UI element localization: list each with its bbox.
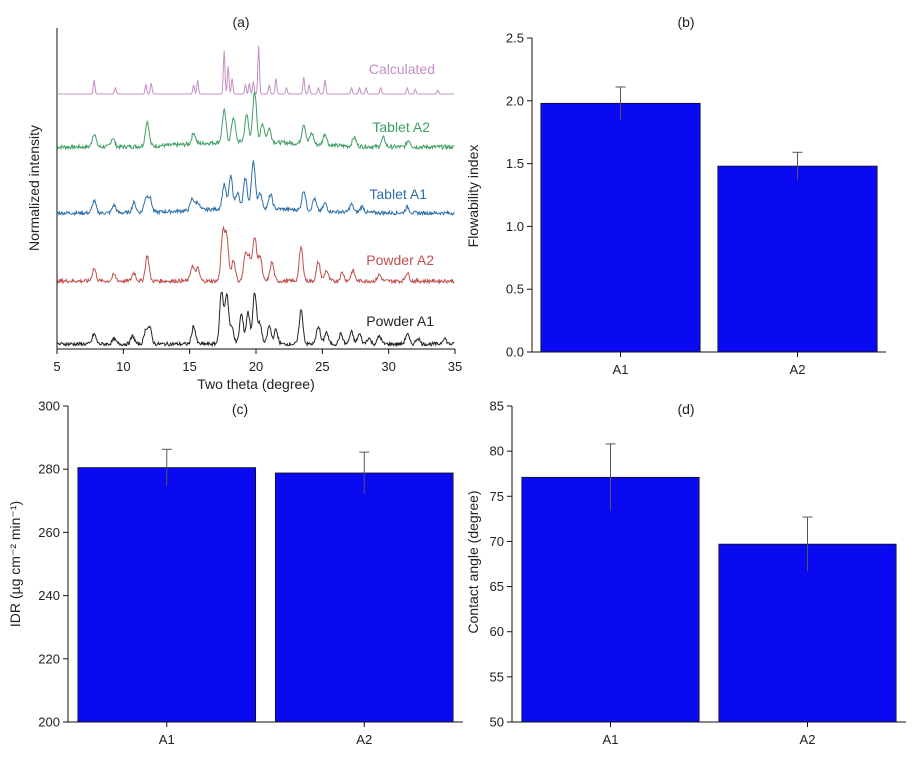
panel-d-y-tick-label: 65 — [490, 579, 504, 594]
panel-d-y-tick-label: 50 — [490, 715, 504, 730]
legend-tablet-a1: Tablet A1 — [369, 186, 427, 202]
panel-a-x-tick-label: 5 — [53, 359, 60, 374]
trace-tablet-a1 — [56, 160, 455, 217]
legend-powder-a2: Powder A2 — [366, 252, 434, 268]
trace-powder-a1 — [56, 291, 455, 348]
panel-a: 5 10 15 20 25 30 35 (a) Two theta (degree) Nor… — [26, 14, 462, 392]
panel-d: (d) Contact angle (degree) A1 A2 50 55 60 65 7… — [465, 399, 906, 747]
panel-a-x-tick-label: 30 — [381, 359, 395, 374]
panel-b-y-tick-label: 2.0 — [506, 93, 524, 108]
panel-a-x-tick-label: 15 — [182, 359, 196, 374]
panel-c-y-tick-label: 200 — [38, 715, 60, 730]
panel-a-x-tick-label: 20 — [249, 359, 263, 374]
trace-powder-a2 — [56, 225, 455, 285]
legend-powder-a1: Powder A1 — [366, 313, 434, 329]
panel-b-y-tick-label: 1.0 — [506, 219, 524, 234]
panel-c-y-axis-title: IDR (µg cm⁻² min⁻¹) — [7, 501, 23, 627]
panel-d-y-tick-label: 70 — [490, 534, 504, 549]
trace-tablet-a2 — [56, 90, 455, 151]
panel-b-y-axis-title: Flowability index — [465, 145, 481, 248]
panel-d-bar-a1 — [521, 476, 700, 723]
panel-b-y-tick-label: 2.5 — [506, 31, 524, 46]
panel-a-x-tick-label: 25 — [315, 359, 329, 374]
panel-a-y-axis-title: Normalized intensity — [26, 125, 42, 251]
panel-b-bar-a2 — [717, 165, 878, 353]
panel-b-bar-a1 — [540, 102, 701, 353]
panel-d-y-axis-title: Contact angle (degree) — [465, 490, 481, 633]
panel-d-y-tick-label: 75 — [490, 489, 504, 504]
panel-b-y-tick-label: 0.0 — [506, 345, 524, 360]
panel-c-y-tick-label: 220 — [38, 651, 60, 666]
legend-calculated: Calculated — [369, 61, 435, 77]
legend-tablet-a2: Tablet A2 — [372, 119, 430, 135]
panel-a-x-tick-label: 35 — [448, 359, 462, 374]
panel-a-x-tick-label: 10 — [116, 359, 130, 374]
panel-c-x-tick-label: A2 — [356, 732, 372, 747]
panel-c-x-tick-label: A1 — [159, 732, 175, 747]
panel-d-x-tick-label: A1 — [603, 732, 619, 747]
panel-c-y-tick-label: 240 — [38, 588, 60, 603]
panel-c-label: (c) — [232, 401, 248, 417]
trace-calculated — [57, 45, 455, 95]
panel-d-label: (d) — [677, 401, 694, 417]
panel-b-y-tick-label: 1.5 — [506, 156, 524, 171]
panel-c-y-tick-label: 280 — [38, 462, 60, 477]
panel-b-x-tick-label: A1 — [613, 362, 629, 377]
panel-c-bar-a2 — [274, 472, 454, 723]
panel-c-y-tick-label: 300 — [38, 399, 60, 414]
panel-d-y-tick-label: 55 — [490, 669, 504, 684]
panel-a-label: (a) — [232, 14, 249, 30]
panel-b: (b) Flowability index A1 A2 0.0 0.5 1.0 1.5 2.… — [465, 14, 886, 377]
panel-d-y-tick-label: 60 — [490, 624, 504, 639]
panel-d-x-tick-label: A2 — [800, 732, 816, 747]
panel-d-bar-a2 — [718, 543, 897, 723]
panel-c-y-tick-label: 260 — [38, 525, 60, 540]
panel-d-y-tick-label: 80 — [490, 444, 504, 459]
panel-d-y-tick-label: 85 — [490, 399, 504, 414]
panel-c-bar-a1 — [77, 467, 257, 723]
panel-b-label: (b) — [677, 14, 694, 30]
panel-b-y-tick-label: 0.5 — [506, 282, 524, 297]
panel-b-x-tick-label: A2 — [790, 362, 806, 377]
panel-a-x-axis-title: Two theta (degree) — [197, 376, 315, 392]
panel-c: (c) IDR (µg cm⁻² min⁻¹) A1 A2 200 220 240 260… — [7, 399, 463, 747]
